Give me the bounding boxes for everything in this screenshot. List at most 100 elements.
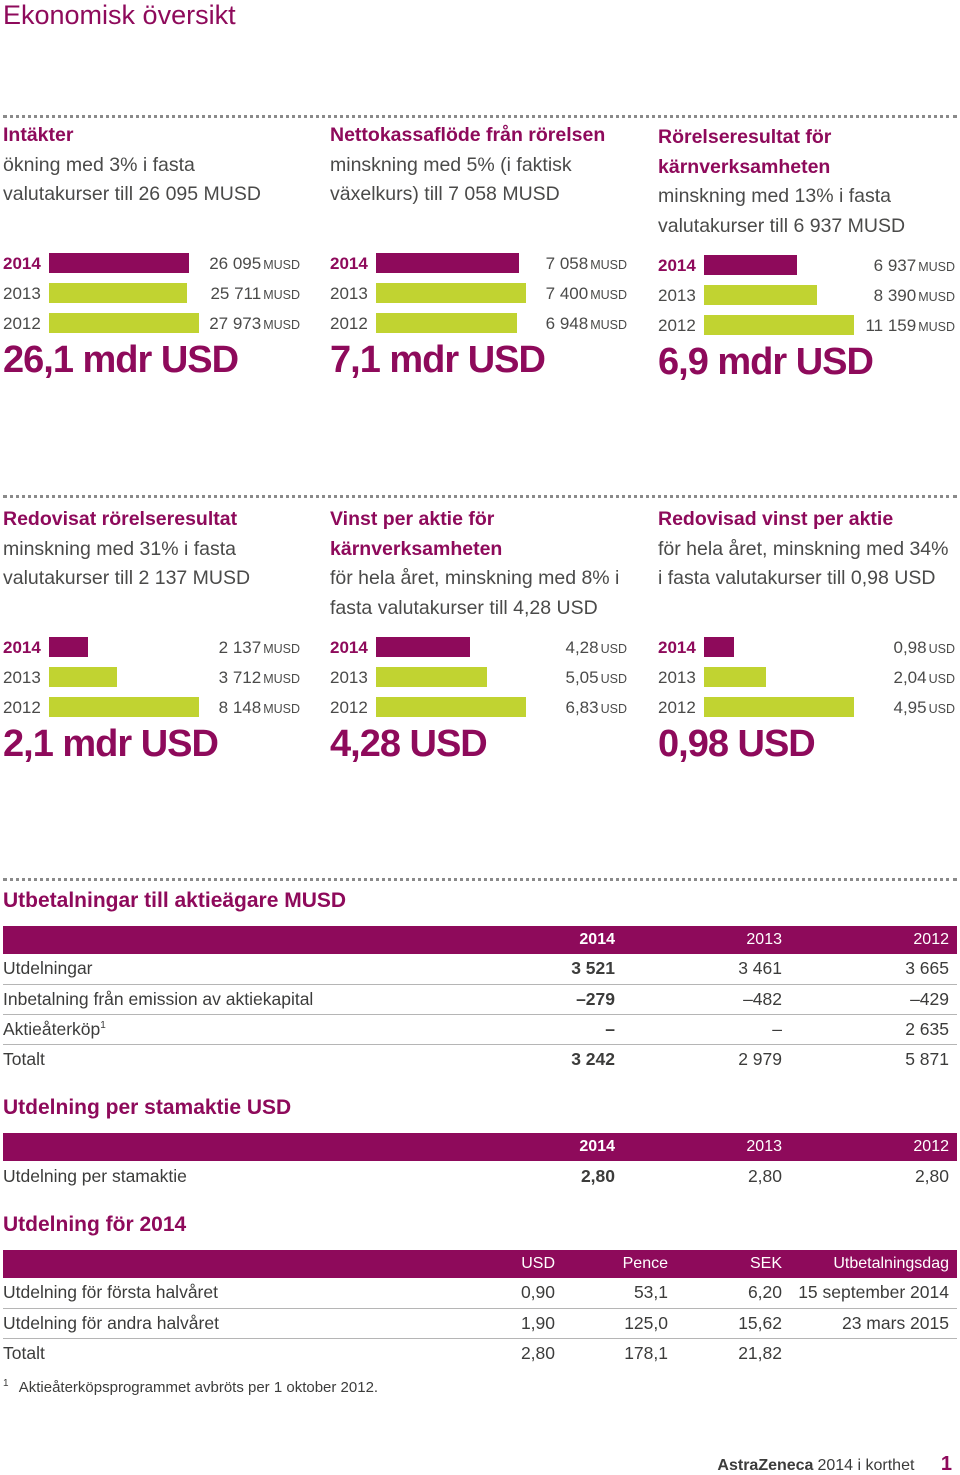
bar-value: 4,28 [565, 638, 599, 657]
kpi-bar-chart: 2014 7 058 MUSD 2013 7 400 MUSD 2012 6 948 MUSD [330, 251, 630, 346]
bar [376, 283, 526, 303]
kpi-bar-chart: 2014 4,28 USD 2013 5,05 USD 2012 6,83 USD [330, 635, 630, 730]
kpi-bar-row: 2012 6,83 USD [330, 695, 627, 725]
table-cell: 0,90 [383, 1278, 563, 1309]
bar-unit: USD [928, 672, 955, 686]
kpi-bar-row: 2014 2 137 MUSD [3, 635, 300, 665]
bar [49, 667, 117, 687]
bar [49, 283, 187, 303]
table-cell: 3 665 [790, 954, 957, 985]
bar-year-label: 2013 [330, 668, 368, 687]
kpi-title: Intäkter [3, 124, 74, 146]
row-label: Inbetalning från emission av aktiekapita… [3, 984, 453, 1015]
table-cell: 3 242 [571, 1048, 615, 1069]
bar-value-label: 4,28 USD [566, 638, 628, 658]
kpi-bar-row: 2013 3 712 MUSD [3, 665, 300, 695]
kpi-header: Nettokassaflöde från rörelsen minskning m… [330, 121, 630, 251]
bar-value-label: 4,95 USD [894, 698, 956, 718]
kpi-description: minskning med 5% (i faktisk växelkurs) t… [330, 153, 572, 206]
kpi-headline-value: 6,9 mdr USD [658, 341, 874, 383]
kpi-headline-value: 2,1 mdr USD [3, 723, 219, 765]
bar-value-label: 11 159 MUSD [865, 316, 955, 336]
kpi-reported-operating-profit: Redovisat rörelseresultat minskning med 3… [3, 505, 303, 765]
kpi-bar-row: 2012 4,95 USD [658, 695, 955, 725]
kpi-core-eps: Vinst per aktie för kärnverksamheten för … [330, 505, 630, 765]
dividend-per-share-title: Utdelning per stamaktie USD [3, 1096, 292, 1119]
column-header: 2014 [453, 1133, 623, 1161]
bar-value-label: 3 712 MUSD [219, 668, 300, 688]
column-header: SEK [676, 1250, 790, 1278]
bar-value: 7 400 [545, 284, 589, 303]
bar [704, 285, 817, 305]
row-label: Utdelning per stamaktie [3, 1161, 453, 1191]
bar-unit: MUSD [918, 290, 955, 304]
kpi-headline-value: 4,28 USD [330, 723, 488, 765]
bar-value: 7 058 [545, 254, 589, 273]
bar-year-label: 2012 [658, 698, 696, 717]
dividend-2014-title: Utdelning för 2014 [3, 1213, 187, 1236]
table-cell: 23 mars 2015 [790, 1308, 957, 1339]
bar-year-label: 2013 [3, 668, 41, 687]
bar [704, 637, 734, 657]
footnote-mark: 1 [3, 1378, 9, 1389]
page-footer: AstraZeneca 2014 i korthet 1 [717, 1453, 952, 1475]
bar [704, 315, 854, 335]
kpi-title: Rörelseresultat för kärnverksamheten [658, 126, 832, 178]
bar-unit: USD [600, 642, 627, 656]
table-row: Aktieåterköp1– –2 635 [3, 1014, 957, 1045]
bar-year-label: 2014 [3, 254, 41, 273]
bar-unit: MUSD [263, 318, 300, 332]
bar-value: 6,83 [565, 698, 599, 717]
column-header: 2012 [790, 926, 957, 954]
bar-value-label: 6 937 MUSD [874, 256, 955, 276]
footnote: 1 Aktieåterköpsprogrammet avbröts per 1 … [3, 1378, 378, 1396]
bar-value-label: 6 948 MUSD [546, 314, 627, 334]
kpi-bar-chart: 2014 26 095 MUSD 2013 25 711 MUSD 2012 27 973 MU… [3, 251, 303, 346]
table-cell: 3 521 [453, 954, 623, 985]
kpi-bar-row: 2014 26 095 MUSD [3, 251, 300, 281]
bar-year-label: 2012 [3, 698, 41, 717]
bar-unit: USD [600, 702, 627, 716]
dotted-divider [3, 115, 957, 118]
kpi-bar-row: 2014 6 937 MUSD [658, 253, 955, 283]
bar-value-label: 27 973 MUSD [209, 314, 300, 334]
bar-value: 25 711 [210, 284, 262, 303]
table-cell: –482 [623, 984, 790, 1015]
bar-value-label: 5,05 USD [566, 668, 628, 688]
bar-value-label: 2,04 USD [894, 668, 956, 688]
row-label-text: Utdelning för andra halvåret [3, 1312, 219, 1333]
bar-value: 6 948 [545, 314, 589, 333]
table-row: Utdelningar 3 521 3 461 3 665 [3, 954, 957, 985]
kpi-bar-row: 2014 0,98 USD [658, 635, 955, 665]
bar [376, 313, 517, 333]
table-row: Totalt 3 242 2 979 5 871 [3, 1044, 957, 1074]
footer-brand: AstraZeneca [717, 1457, 814, 1474]
bar-value-label: 6,83 USD [566, 698, 628, 718]
bar-year-label: 2013 [658, 286, 696, 305]
column-header [3, 926, 453, 954]
column-header: 2012 [790, 1133, 957, 1161]
kpi-bar-row: 2013 5,05 USD [330, 665, 627, 695]
row-label-text: Inbetalning från emission av aktiekapita… [3, 988, 314, 1009]
table-cell: 2,80 [914, 1165, 949, 1186]
bar-unit: MUSD [590, 258, 627, 272]
page-title: Ekonomisk översikt [3, 0, 236, 30]
bar [704, 255, 797, 275]
bar-year-label: 2014 [658, 638, 696, 657]
kpi-bar-chart: 2014 2 137 MUSD 2013 3 712 MUSD 2012 8 148 MUSD [3, 635, 303, 730]
kpi-title: Redovisad vinst per aktie [658, 508, 894, 530]
bar-year-label: 2014 [658, 256, 696, 275]
table-row: Utdelning per stamaktie 2,80 2,80 2,80 [3, 1161, 957, 1191]
kpi-bar-chart: 2014 6 937 MUSD 2013 8 390 MUSD 2012 11 159 MUSD [658, 253, 958, 348]
kpi-revenue: Intäkter ökning med 3% i fasta valutakurs… [3, 121, 303, 381]
bar-value: 8 148 [218, 698, 262, 717]
bar-value: 8 390 [873, 286, 917, 305]
payout-title: Utbetalningar till aktieägare MUSD [3, 889, 347, 912]
row-label: Totalt [3, 1044, 453, 1074]
table-cell: 2 979 [738, 1048, 782, 1069]
row-label: Utdelning för andra halvåret [3, 1308, 383, 1339]
bar-unit: USD [928, 642, 955, 656]
row-label-text: Utdelningar [3, 958, 93, 979]
kpi-bar-row: 2013 25 711 MUSD [3, 281, 300, 311]
bar-value: 27 973 [209, 314, 262, 333]
